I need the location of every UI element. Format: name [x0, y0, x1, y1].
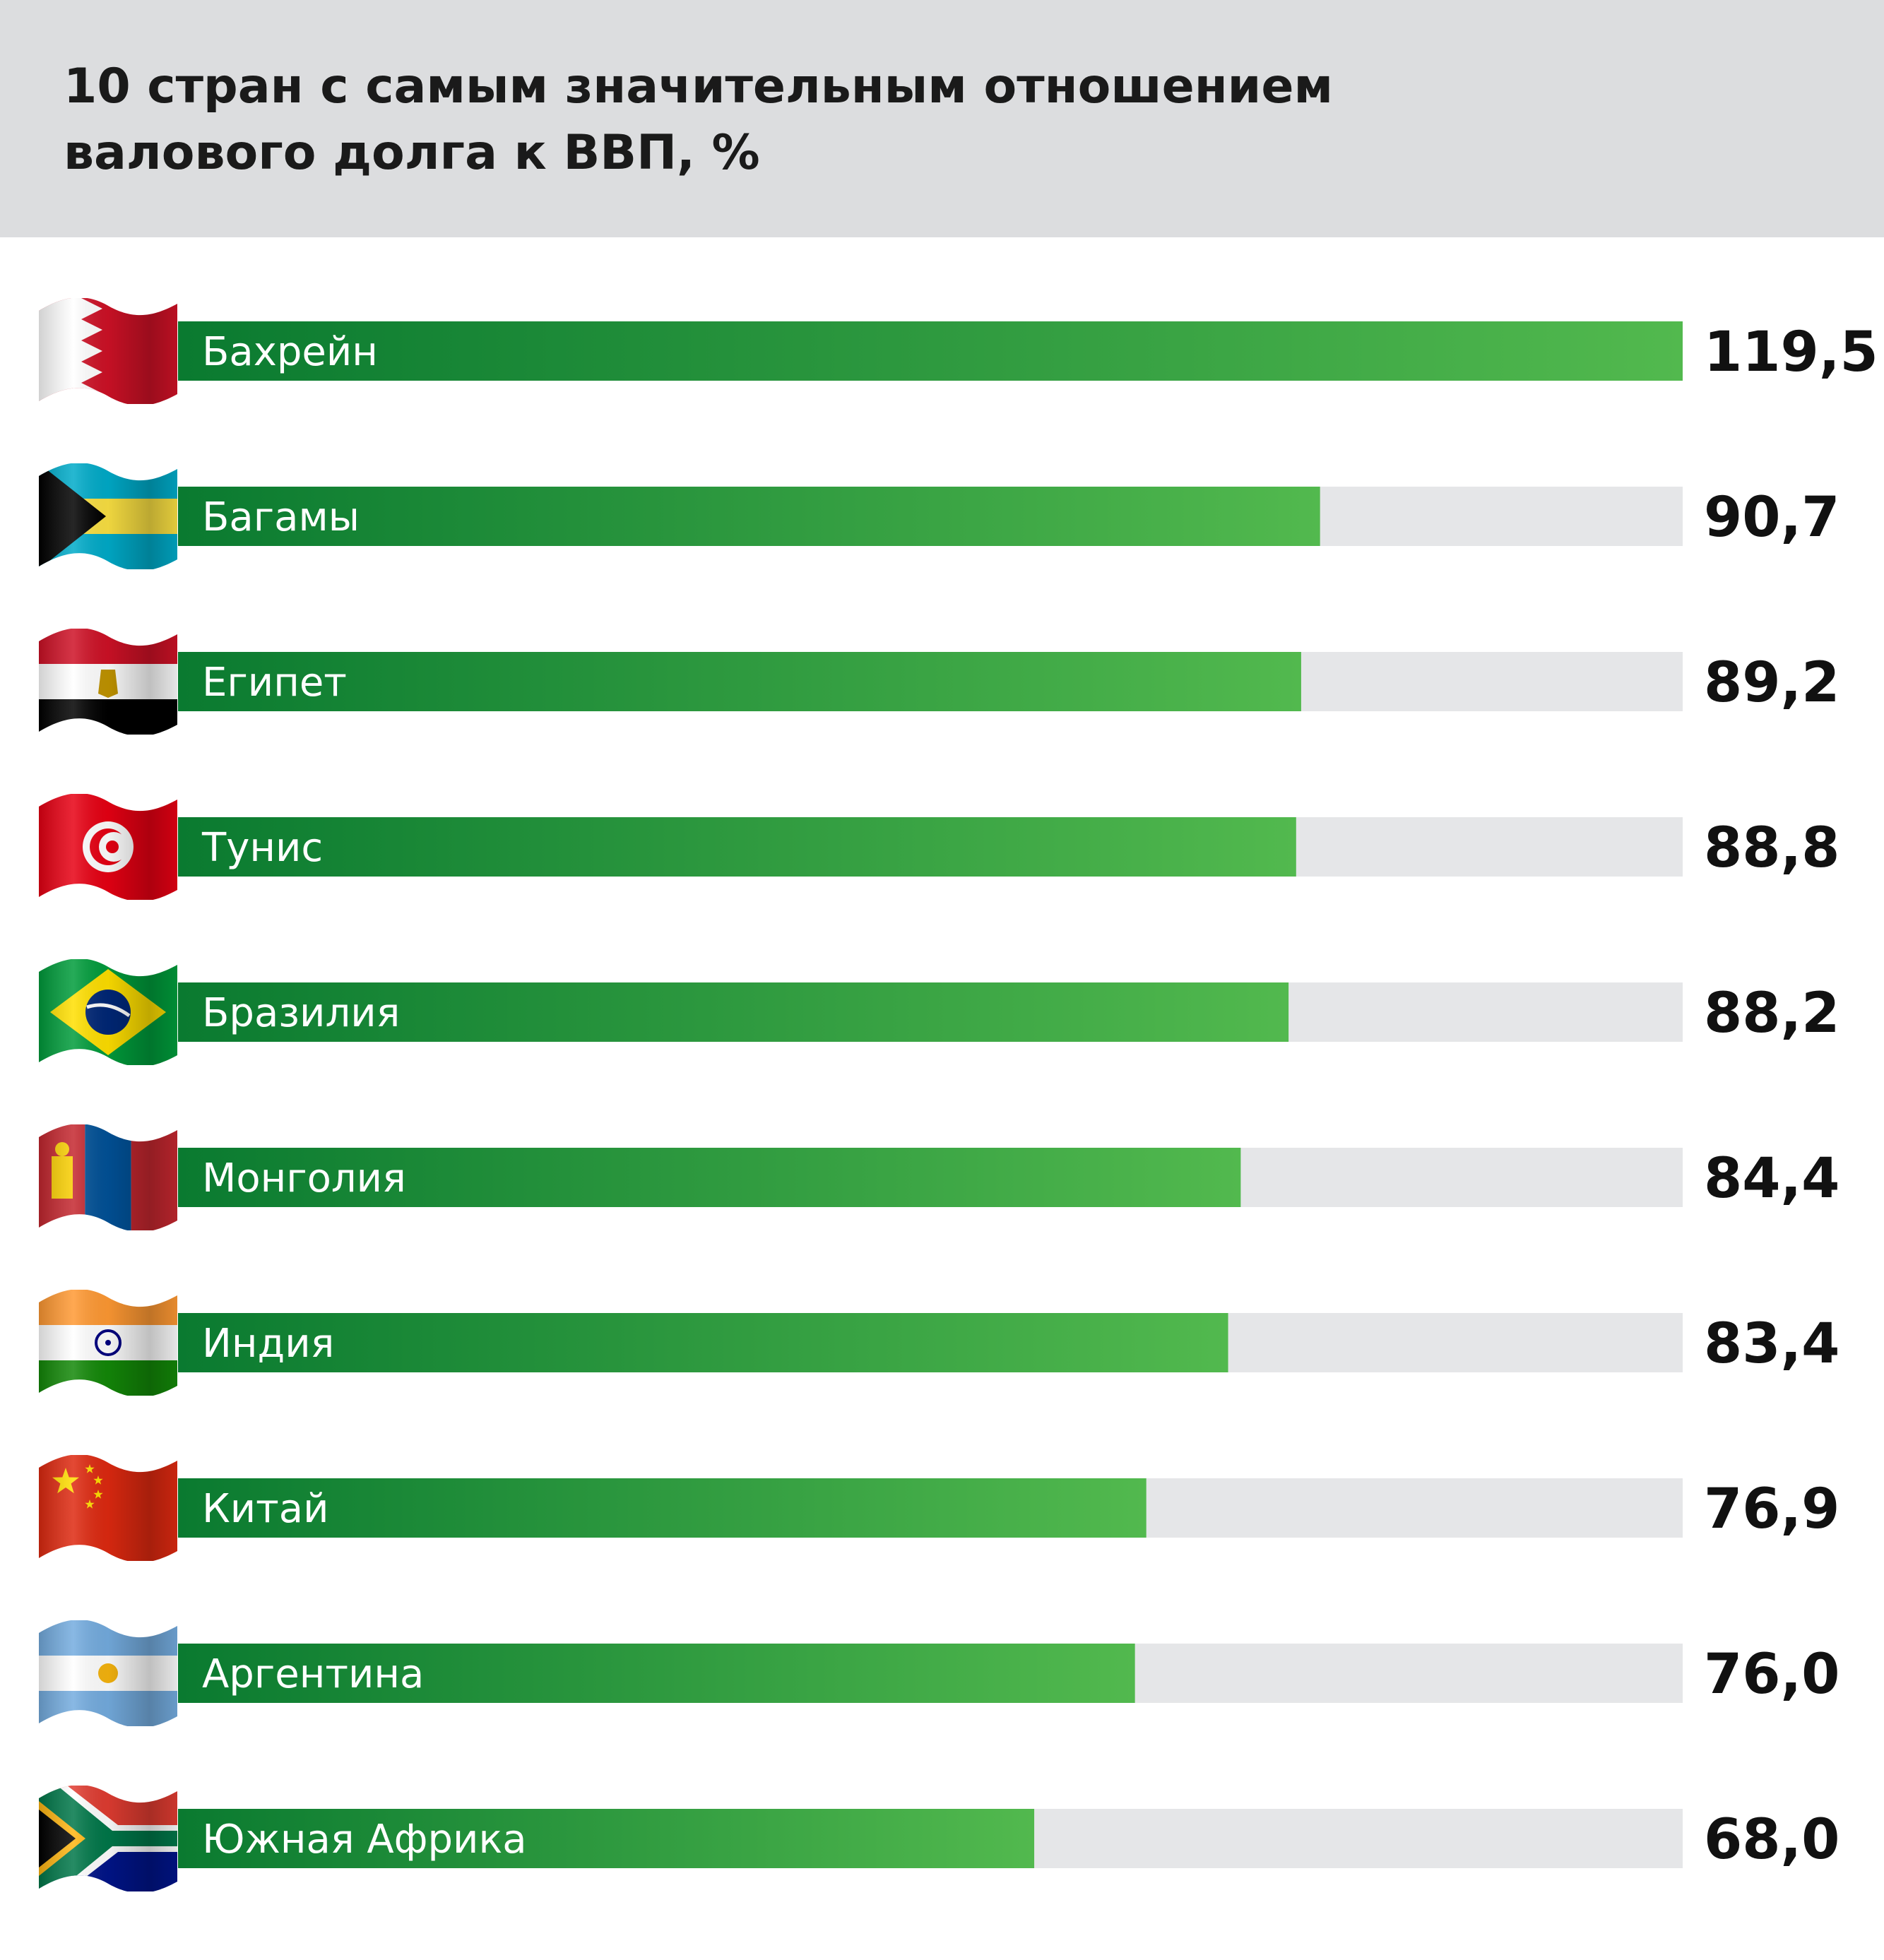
category-label: Южная Африка	[202, 1817, 527, 1863]
value-label: 119,5	[1704, 321, 1878, 384]
title-line-1: 10 стран с самым значительным отношением	[64, 59, 1334, 114]
bar	[178, 1809, 1035, 1868]
egypt-flag-icon	[39, 629, 177, 735]
title-line-2: валового долга к ВВП, %	[64, 125, 760, 181]
value-label: 89,2	[1704, 651, 1839, 715]
bar	[178, 1313, 1228, 1372]
bar-row: Тунис 88,8	[39, 794, 1839, 900]
category-label: Аргентина	[202, 1651, 424, 1697]
category-label: Багамы	[202, 494, 360, 540]
value-label: 88,2	[1704, 982, 1839, 1045]
india-flag-icon	[39, 1290, 177, 1396]
bar	[178, 817, 1296, 877]
category-label: Тунис	[201, 825, 323, 871]
value-label: 90,7	[1704, 486, 1839, 550]
mongolia-flag-icon	[39, 1124, 177, 1230]
brazil-flag-icon	[39, 959, 177, 1065]
value-label: 68,0	[1704, 1808, 1839, 1872]
bar-row: Аргентина 76,0	[39, 1620, 1839, 1726]
bar-row: Китай 76,9	[39, 1455, 1839, 1561]
value-label: 88,8	[1704, 816, 1839, 880]
header	[0, 0, 1884, 237]
bar-row: Бахрейн 119,5	[39, 298, 1878, 404]
bar	[178, 487, 1320, 546]
bar	[178, 321, 1683, 381]
bar-row: Индия 83,4	[39, 1290, 1839, 1396]
bar	[178, 652, 1301, 711]
bar	[178, 982, 1289, 1042]
argentina-flag-icon	[39, 1620, 177, 1726]
value-label: 84,4	[1704, 1147, 1839, 1211]
south-africa-flag-icon	[39, 1786, 177, 1891]
value-label: 76,9	[1704, 1478, 1839, 1541]
category-label: Бахрейн	[202, 329, 378, 375]
bar-row: Южная Африка 68,0	[39, 1786, 1839, 1891]
bar-row: Египет 89,2	[39, 629, 1839, 735]
category-label: Китай	[202, 1486, 328, 1532]
chart-title: 10 стран с самым значительным отношением…	[64, 54, 1688, 186]
china-flag-icon	[39, 1455, 177, 1561]
category-label: Монголия	[202, 1156, 406, 1201]
bar-row: Монголия 84,4	[39, 1124, 1839, 1230]
tunisia-flag-icon	[39, 794, 177, 900]
value-label: 83,4	[1704, 1312, 1839, 1376]
bar	[178, 1644, 1135, 1703]
bar-row: Бразилия 88,2	[39, 959, 1839, 1065]
bahrain-flag-icon	[39, 298, 177, 404]
category-label: Индия	[202, 1321, 334, 1367]
bar-row: Багамы 90,7	[39, 463, 1839, 569]
category-label: Египет	[202, 660, 347, 706]
value-label: 76,0	[1704, 1643, 1839, 1706]
bar	[178, 1478, 1147, 1538]
bahamas-flag-icon	[39, 463, 177, 569]
category-label: Бразилия	[202, 990, 400, 1036]
bar	[178, 1148, 1241, 1207]
